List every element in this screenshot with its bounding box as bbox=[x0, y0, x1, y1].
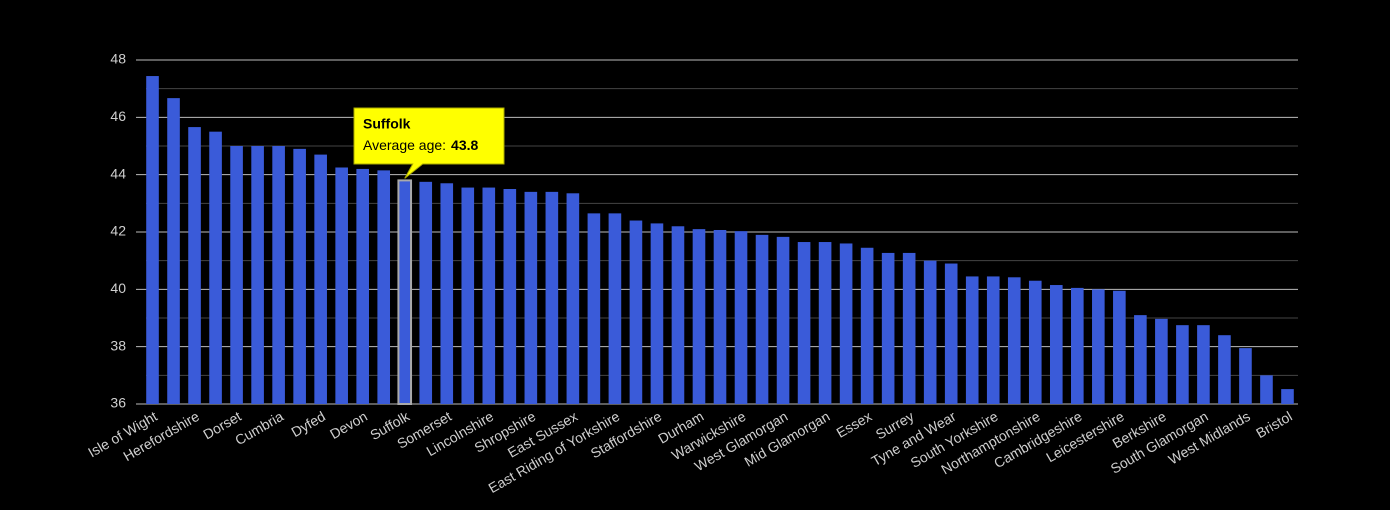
bar bbox=[755, 234, 769, 404]
y-tick-label: 48 bbox=[110, 51, 126, 67]
bar bbox=[1007, 277, 1021, 404]
bar bbox=[692, 229, 706, 404]
bar bbox=[860, 247, 874, 404]
bar bbox=[608, 213, 622, 404]
bar bbox=[503, 189, 517, 404]
bar bbox=[1155, 318, 1168, 404]
bar bbox=[440, 183, 454, 404]
bar bbox=[251, 146, 264, 404]
bar bbox=[818, 242, 832, 404]
bar bbox=[1218, 335, 1231, 404]
bar bbox=[209, 131, 222, 404]
bar bbox=[839, 243, 853, 404]
bar bbox=[1176, 325, 1189, 404]
bar bbox=[1028, 280, 1042, 404]
tooltip-label-text: Average age: bbox=[363, 137, 446, 153]
bar bbox=[524, 191, 538, 404]
bar bbox=[482, 187, 496, 404]
tooltip-box bbox=[353, 107, 505, 179]
bar bbox=[1134, 315, 1147, 404]
bar bbox=[944, 263, 958, 404]
bar bbox=[1071, 287, 1084, 404]
bar bbox=[1260, 375, 1273, 404]
y-tick-label: 40 bbox=[110, 280, 126, 296]
y-tick-label: 46 bbox=[110, 108, 126, 124]
bar bbox=[146, 76, 159, 404]
bar bbox=[167, 98, 180, 405]
bar bbox=[188, 127, 201, 404]
bar bbox=[293, 148, 306, 404]
bar bbox=[881, 252, 895, 404]
bar bbox=[461, 187, 475, 404]
bar bbox=[902, 252, 916, 404]
bar bbox=[713, 229, 727, 404]
bar bbox=[230, 146, 243, 404]
bar bbox=[986, 276, 1000, 404]
tooltip: Suffolk Average age: 43.8 bbox=[353, 107, 505, 179]
tooltip-title: Suffolk bbox=[363, 116, 411, 132]
bar bbox=[965, 276, 979, 404]
bar bbox=[776, 236, 790, 404]
bar bbox=[377, 170, 391, 404]
bar bbox=[1049, 285, 1063, 404]
tooltip-label: Average age: 43.8 bbox=[363, 137, 478, 153]
bar bbox=[545, 191, 559, 404]
bar bbox=[629, 220, 643, 404]
bar bbox=[419, 181, 433, 404]
y-tick-label: 36 bbox=[110, 395, 126, 411]
bar bbox=[923, 260, 937, 404]
bar bbox=[587, 213, 601, 404]
bar bbox=[1092, 289, 1105, 404]
bar bbox=[1197, 325, 1210, 404]
bar bbox=[1281, 389, 1294, 404]
bar bbox=[1113, 290, 1126, 404]
tooltip-value: 43.8 bbox=[451, 137, 478, 153]
y-tick-label: 42 bbox=[110, 223, 126, 239]
bar bbox=[335, 167, 348, 404]
bar bbox=[650, 223, 664, 404]
bar bbox=[314, 154, 327, 404]
bar bbox=[272, 146, 285, 404]
bar bbox=[671, 226, 685, 404]
y-tick-label: 38 bbox=[110, 337, 126, 353]
bar bbox=[1239, 348, 1252, 404]
bar bbox=[356, 168, 369, 404]
bar bbox=[566, 193, 580, 404]
y-tick-label: 44 bbox=[110, 165, 126, 181]
bar bbox=[734, 231, 748, 404]
bar bbox=[397, 179, 413, 405]
bar bbox=[797, 242, 811, 404]
